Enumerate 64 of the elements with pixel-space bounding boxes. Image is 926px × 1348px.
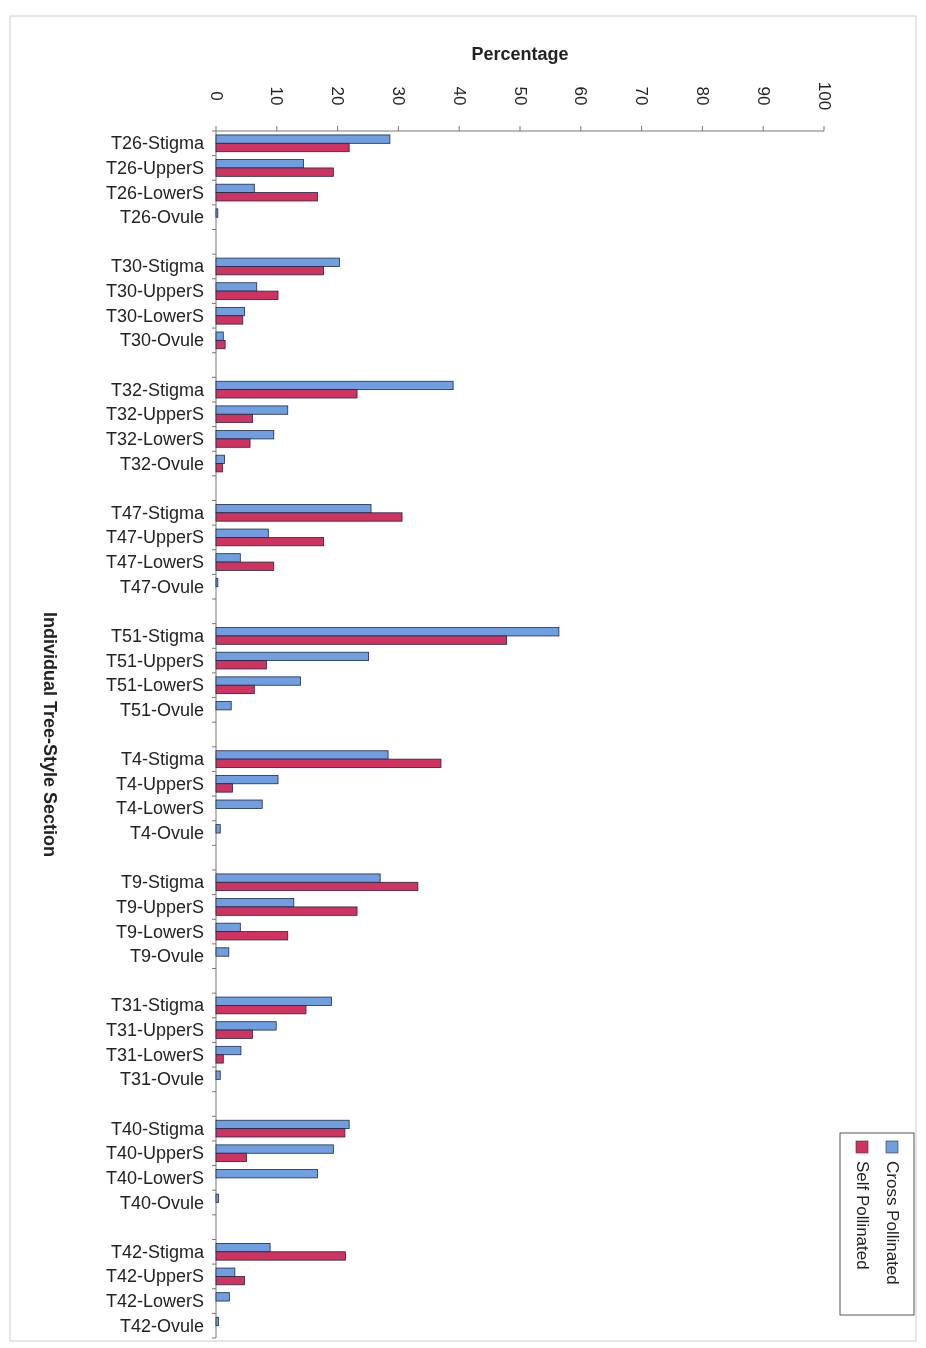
y-tick-label: T47-Ovule	[119, 576, 204, 597]
y-tick-label: T47-UpperS	[105, 527, 204, 548]
x-tick-label: 90	[753, 86, 773, 106]
y-tick-label: T4-Stigma	[120, 749, 205, 770]
bar	[215, 1292, 230, 1302]
y-tick-label: T30-Stigma	[110, 256, 205, 277]
x-tick-label: 60	[571, 86, 591, 106]
y-tick-label: T31-UpperS	[105, 1020, 204, 1041]
y-tick-label: T40-UpperS	[105, 1143, 204, 1164]
x-axis-title: Percentage	[471, 44, 569, 64]
x-tick-label: 50	[510, 86, 530, 106]
x-tick-label: 20	[328, 86, 348, 106]
y-tick-label: T31-Ovule	[119, 1069, 204, 1090]
y-tick-label: T4-Ovule	[129, 823, 204, 844]
y-tick-label: T51-UpperS	[105, 650, 204, 671]
x-tick-label: 100	[814, 81, 834, 111]
x-tick-label: 30	[388, 86, 408, 106]
y-tick-label: T51-Ovule	[119, 699, 204, 720]
y-tick-label: T42-LowerS	[105, 1291, 204, 1312]
y-tick-label: T40-LowerS	[105, 1167, 204, 1188]
y-tick-label: T26-UpperS	[105, 157, 204, 178]
x-tick-label: 0	[206, 91, 226, 101]
x-tick-label: 70	[632, 86, 652, 106]
y-tick-label: T47-LowerS	[105, 552, 204, 573]
y-tick-label: T31-Stigma	[110, 995, 205, 1016]
y-tick-label: T31-LowerS	[105, 1044, 204, 1065]
bar	[215, 947, 230, 957]
y-tick-label: T32-Stigma	[110, 379, 205, 400]
x-tick-label: 80	[692, 86, 712, 106]
y-tick-label: T26-Ovule	[119, 207, 204, 228]
y-tick-label: T51-LowerS	[105, 675, 204, 696]
y-tick-label: T51-Stigma	[110, 625, 205, 646]
bar	[215, 1070, 221, 1080]
bar	[215, 1316, 219, 1327]
y-tick-label: T42-Ovule	[119, 1315, 204, 1336]
y-tick-label: T9-LowerS	[115, 921, 204, 942]
legend-label: Cross Pollinated	[882, 1161, 902, 1285]
legend-label: Self Pollinated	[852, 1161, 872, 1270]
y-axis-title: Individual Tree-Style Section	[40, 611, 60, 858]
y-tick-label: T32-Ovule	[119, 453, 204, 474]
bar	[215, 1193, 219, 1203]
y-tick-label: T4-LowerS	[115, 798, 204, 819]
bar	[215, 1169, 318, 1179]
y-tick-label: T32-UpperS	[105, 404, 204, 425]
x-tick-label: 40	[449, 86, 469, 106]
y-tick-label: T30-Ovule	[119, 330, 204, 351]
y-tick-label: T32-LowerS	[105, 428, 204, 449]
y-tick-label: T9-Ovule	[129, 946, 204, 967]
y-tick-label: T26-LowerS	[105, 182, 204, 203]
y-tick-label: T4-UpperS	[115, 773, 204, 794]
y-tick-label: T42-UpperS	[105, 1266, 204, 1287]
bar	[215, 799, 263, 809]
bar	[215, 824, 221, 834]
bar	[215, 701, 232, 711]
y-tick-label: T42-Stigma	[110, 1241, 205, 1262]
y-tick-label: T30-UpperS	[105, 281, 204, 302]
y-tick-label: T40-Ovule	[119, 1192, 204, 1213]
y-tick-label: T9-UpperS	[115, 896, 204, 917]
y-tick-label: T47-Stigma	[110, 502, 205, 523]
y-tick-label: T9-Stigma	[120, 872, 205, 893]
x-tick-label: 10	[267, 86, 287, 106]
y-tick-label: T40-Stigma	[110, 1118, 205, 1139]
y-tick-label: T26-Stigma	[110, 133, 205, 154]
y-tick-label: T30-LowerS	[105, 305, 204, 326]
